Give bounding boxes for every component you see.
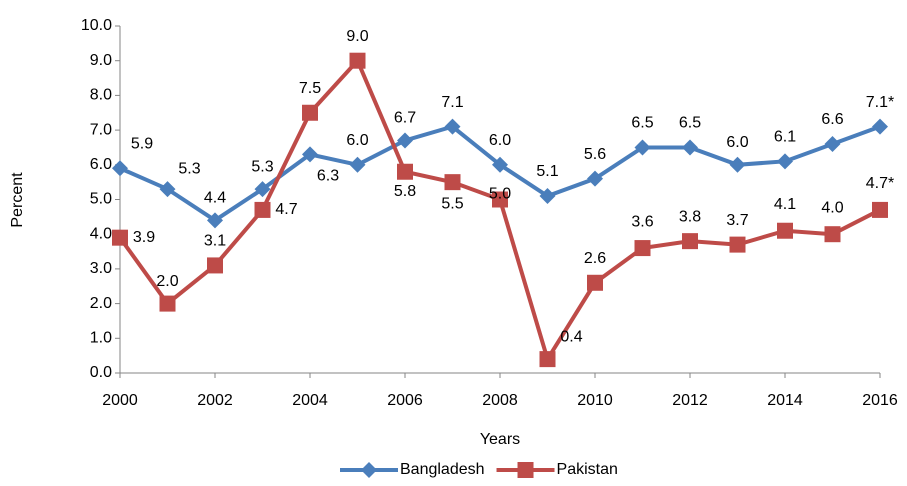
data-label: 6.0 (489, 132, 511, 149)
data-label: 7.5 (299, 80, 321, 97)
marker (539, 188, 556, 205)
marker (397, 163, 413, 180)
x-tick-label: 2014 (767, 392, 803, 409)
marker (444, 174, 461, 191)
x-tick-label: 2004 (292, 392, 328, 409)
marker (539, 351, 556, 368)
marker (872, 118, 888, 135)
data-label: 6.1 (774, 129, 796, 146)
x-tick-label: 2012 (672, 392, 708, 409)
marker (729, 156, 746, 173)
marker (159, 181, 176, 198)
y-tick-label: 1.0 (90, 330, 112, 347)
x-tick-label: 2000 (102, 392, 138, 409)
marker (112, 229, 128, 246)
marker (254, 181, 271, 198)
data-label: 4.7* (866, 175, 894, 192)
marker (824, 135, 841, 152)
marker (349, 52, 366, 69)
data-label: 6.0 (726, 134, 748, 151)
marker (729, 236, 746, 253)
marker (207, 212, 223, 229)
marker (872, 201, 888, 218)
marker (492, 191, 508, 208)
y-axis-title: Percent (9, 172, 26, 228)
x-tick-label: 2008 (482, 392, 518, 409)
legend-label: Pakistan (557, 461, 618, 478)
data-label: 5.3 (178, 160, 200, 177)
y-tick-label: 7.0 (90, 121, 112, 138)
data-label: 9.0 (346, 28, 368, 45)
data-label: 6.6 (821, 111, 843, 128)
data-label: 5.5 (441, 195, 463, 212)
y-tick-label: 5.0 (90, 191, 112, 208)
marker (444, 118, 461, 135)
data-label: 4.1 (774, 196, 796, 213)
y-tick-label: 10.0 (81, 17, 112, 34)
marker (824, 226, 841, 243)
marker (207, 257, 223, 274)
marker (492, 156, 508, 173)
marker (587, 170, 603, 187)
y-tick-label: 3.0 (90, 260, 112, 277)
x-tick-label: 2006 (387, 392, 423, 409)
data-label: 2.0 (156, 273, 178, 290)
marker (517, 462, 534, 478)
marker (302, 146, 318, 163)
data-label: 3.1 (204, 233, 226, 250)
marker (634, 240, 651, 257)
marker (112, 160, 128, 177)
marker (361, 462, 377, 478)
data-label: 7.1* (866, 94, 894, 111)
marker (634, 139, 651, 156)
data-label: 4.4 (204, 190, 226, 207)
data-label: 5.1 (536, 163, 558, 180)
y-tick-label: 8.0 (90, 87, 112, 104)
data-label: 6.5 (679, 115, 701, 132)
data-label: 5.6 (584, 146, 606, 163)
x-tick-label: 2002 (197, 392, 233, 409)
data-label: 5.8 (394, 183, 416, 200)
marker (777, 153, 793, 170)
data-label: 7.1 (441, 94, 463, 111)
y-tick-label: 0.0 (90, 364, 112, 381)
data-label: 4.7 (275, 201, 297, 218)
x-tick-label: 2016 (862, 392, 898, 409)
data-label: 6.3 (317, 168, 339, 185)
data-label: 6.7 (394, 110, 416, 127)
marker (587, 274, 603, 291)
marker (349, 156, 366, 173)
data-label: 5.3 (251, 158, 273, 175)
marker (254, 201, 271, 218)
data-label: 3.8 (679, 208, 701, 225)
y-tick-label: 4.0 (90, 225, 112, 242)
marker (397, 132, 413, 149)
data-label: 5.9 (131, 135, 153, 152)
legend-label: Bangladesh (400, 461, 485, 478)
data-label: 0.4 (560, 328, 582, 345)
data-label: 6.5 (631, 115, 653, 132)
data-label: 6.0 (346, 132, 368, 149)
data-label: 4.0 (821, 199, 843, 216)
x-tick-label: 2010 (577, 392, 613, 409)
data-label: 5.0 (489, 186, 511, 203)
y-tick-label: 9.0 (90, 52, 112, 69)
data-label: 3.9 (133, 229, 155, 246)
marker (682, 233, 698, 250)
y-tick-label: 2.0 (90, 295, 112, 312)
data-label: 2.6 (584, 250, 606, 267)
marker (777, 222, 793, 239)
data-label: 3.7 (726, 212, 748, 229)
x-axis-title: Years (480, 431, 520, 448)
marker (682, 139, 698, 156)
data-label: 3.6 (631, 213, 653, 230)
marker (302, 104, 318, 121)
marker (159, 295, 176, 312)
y-tick-label: 6.0 (90, 156, 112, 173)
